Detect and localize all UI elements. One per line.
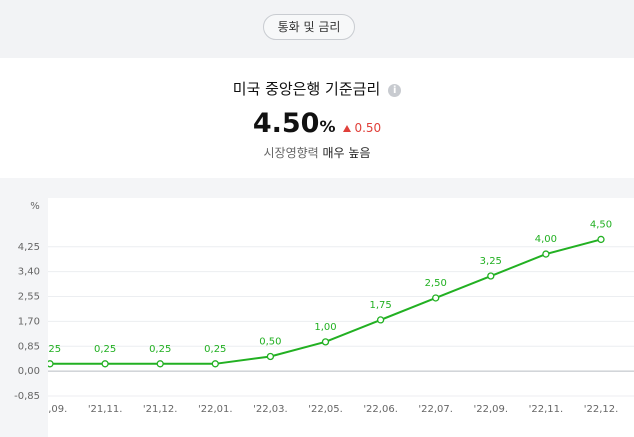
x-tick-label: '22,07. [418,404,453,415]
data-label: 2,50 [425,278,447,289]
y-tick-label: 1,70 [18,316,40,327]
data-label: 0,50 [259,336,281,347]
x-tick-label: '22,05. [308,404,343,415]
point [101,360,109,368]
data-label: 4,00 [535,234,557,245]
point [48,360,54,368]
headline: 미국 중앙은행 기준금리 i 4.50% 0.50 시장영향력 매우 높음 [0,58,634,178]
y-tick-label: 0,85 [18,341,40,352]
data-label: 0,25 [39,344,61,355]
data-label: 0,25 [94,344,116,355]
x-tick-label: '22,09. [474,404,509,415]
plot-area [48,198,634,437]
change-value: 0.50 [354,121,382,135]
data-label: 1,75 [369,300,391,311]
influence-value: 매우 높음 [322,146,371,160]
plot: '21,09. '21,11. '21,12. '22,01. '22,03. '22,0… [33,219,619,415]
data-label: 0,25 [149,344,171,355]
tab-button[interactable]: 통화 및 금리 [263,14,355,40]
up-icon [343,125,352,132]
point [432,294,440,302]
rate: 4.50% 0.50 [0,108,634,139]
x-tick-label: '22,06. [363,404,398,415]
point [542,250,550,258]
point [321,338,330,346]
x-tick-label: '21,12. [143,404,178,415]
rate-change: 0.50 [343,121,381,135]
x-tick-label: '21,11. [88,404,123,415]
data-label: 3,25 [480,256,502,267]
point [266,352,275,361]
chart: % -0,850,000,851,702,553,404,25 '21,09. '… [0,178,634,437]
y-axis-label: % [30,201,40,212]
y-tick-label: 4,25 [18,242,40,253]
point [156,360,164,368]
influence-label: 시장영향력 [263,146,319,160]
top-bar: 통화 및 금리 [0,0,634,58]
x-tick-label: '22,12. [584,404,619,415]
headline-title: 미국 중앙은행 기준금리 i [0,78,634,99]
info-icon[interactable]: i [388,84,402,97]
x-tick-label: '21,09. [33,404,68,415]
x-tick-label: '22,11. [529,404,564,415]
rate-value: 4.50 [252,108,320,139]
x-tick-label: '22,03. [253,404,288,415]
title-text: 미국 중앙은행 기준금리 [232,80,381,98]
y-tick-label: 3,40 [18,267,40,278]
y-tick-label: -0,85 [14,391,40,402]
rate-unit: % [319,117,336,136]
grid: -0,85 0,00 0,85 1,70 2,55 3,40 4,25 [14,242,634,402]
point [597,235,605,244]
point [487,272,495,280]
point [376,316,385,324]
influence: 시장영향력 매우 높음 [0,144,634,161]
y-tick-label: 0,00 [18,366,40,377]
y-tick-label: 2,55 [18,292,40,303]
data-label: 1,00 [314,322,336,333]
x-tick-label: '22,01. [198,404,233,415]
point [211,360,219,368]
data-label: 0,25 [204,344,226,355]
data-label: 4,50 [590,219,612,230]
